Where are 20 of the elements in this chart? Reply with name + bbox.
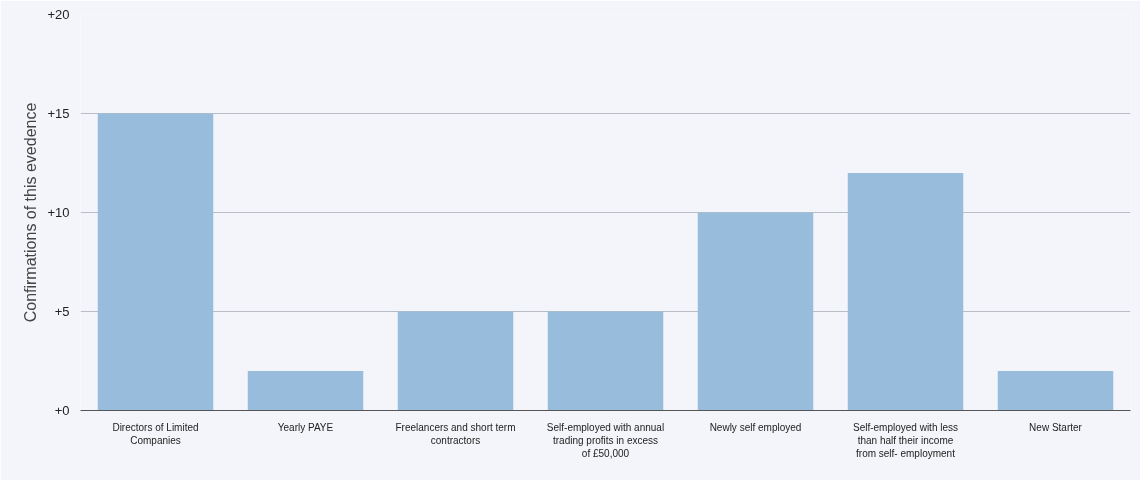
y-tick-label: +20: [47, 7, 70, 22]
y-tick-label: +15: [47, 106, 70, 121]
x-tick-label: Newly self employed: [709, 421, 802, 433]
bar: [247, 370, 364, 411]
y-tick-label: +10: [47, 205, 70, 220]
bar: [997, 370, 1114, 411]
bar: [547, 311, 664, 411]
x-tick-label: Yearly PAYE: [277, 421, 334, 433]
bar: [847, 172, 964, 411]
x-tick-label: Directors of Limited Companies: [112, 421, 199, 446]
x-tick-label: Freelancers and short term contractors: [395, 421, 516, 446]
bar: [697, 212, 814, 411]
bar: [97, 113, 214, 411]
y-axis-title: Confirmations of this evedence: [22, 102, 40, 323]
y-tick-label: +5: [54, 304, 70, 319]
x-tick-label: Self-employed with less than half their income from self- employment: [852, 421, 959, 459]
x-tick-label: New Starter: [1029, 421, 1083, 433]
y-tick-label: +0: [54, 403, 70, 418]
x-tick-label: Self-employed with annual trading profits in excess of £50,000: [546, 421, 665, 459]
bar: [397, 311, 514, 411]
